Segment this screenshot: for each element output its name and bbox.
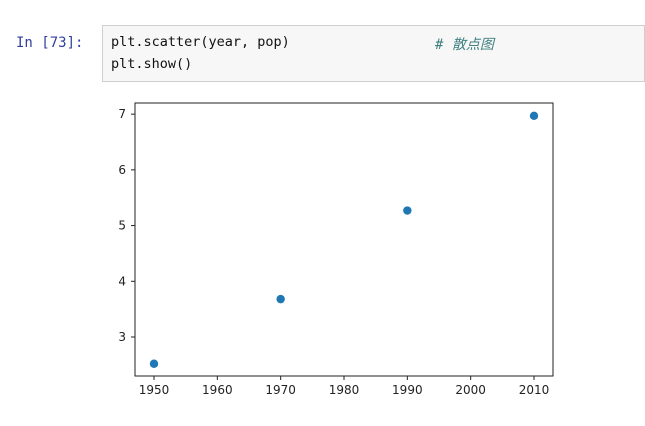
plot-frame <box>134 102 554 377</box>
x-tick-label: 1980 <box>329 383 360 397</box>
y-tick-label: 5 <box>118 219 126 233</box>
code-comment: # 散点图 <box>435 37 494 53</box>
code-line-2: plt.show() <box>111 56 193 72</box>
x-tick-label: 1990 <box>392 383 423 397</box>
x-tick-label: 2000 <box>455 383 486 397</box>
scatter-chart: 1950 1960 1970 1980 1990 2000 2010 3 4 5 6 7 <box>118 102 554 397</box>
y-tick-label: 3 <box>118 330 126 344</box>
scatter-point <box>149 359 159 368</box>
x-tick-label: 1960 <box>202 383 233 397</box>
y-tick-label: 6 <box>118 163 126 177</box>
input-prompt: In [73]: <box>16 35 84 51</box>
x-tick-label: 1970 <box>265 383 296 397</box>
code-line-1: plt.scatter(year, pop) <box>111 34 290 50</box>
y-tick-label: 4 <box>118 274 126 288</box>
scatter-point <box>403 206 412 215</box>
code-editor[interactable]: plt.scatter(year, pop) plt.show() # 散点图 <box>102 25 645 82</box>
x-tick-label: 2010 <box>519 383 550 397</box>
scatter-point <box>529 111 539 121</box>
y-tick-label: 7 <box>118 107 126 121</box>
x-tick-label: 1950 <box>139 383 170 397</box>
scatter-point <box>276 294 285 304</box>
